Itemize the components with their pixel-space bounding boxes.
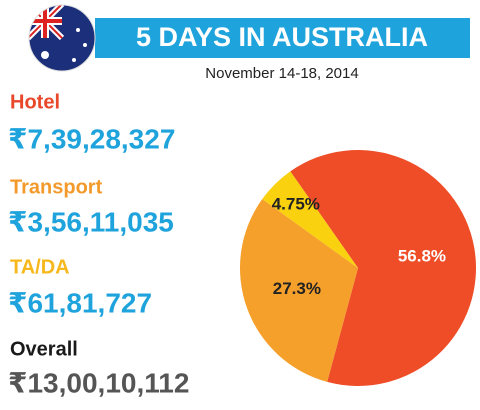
item-amount: ₹3,56,11,035 xyxy=(8,206,174,237)
subtitle: November 14-18, 2014 xyxy=(205,65,358,82)
item-label: Overall xyxy=(10,338,78,360)
slice-label: 4.75% xyxy=(272,194,320,213)
item-amount: ₹61,81,727 xyxy=(8,287,152,318)
flag-icon xyxy=(28,4,96,72)
item-label: Hotel xyxy=(10,91,60,113)
item-amount: ₹7,39,28,327 xyxy=(8,123,175,154)
pie-slice xyxy=(290,149,476,386)
pie-slice xyxy=(240,199,358,382)
item-label: Transport xyxy=(10,176,103,198)
item-label: TA/DA xyxy=(10,256,70,278)
slice-label: 56.8% xyxy=(398,246,446,265)
title-banner xyxy=(95,18,470,58)
slice-label: 27.3% xyxy=(273,279,321,298)
pie-slice xyxy=(262,171,358,268)
title: 5 DAYS IN AUSTRALIA xyxy=(136,22,428,52)
item-amount: ₹13,00,10,112 xyxy=(8,367,189,398)
